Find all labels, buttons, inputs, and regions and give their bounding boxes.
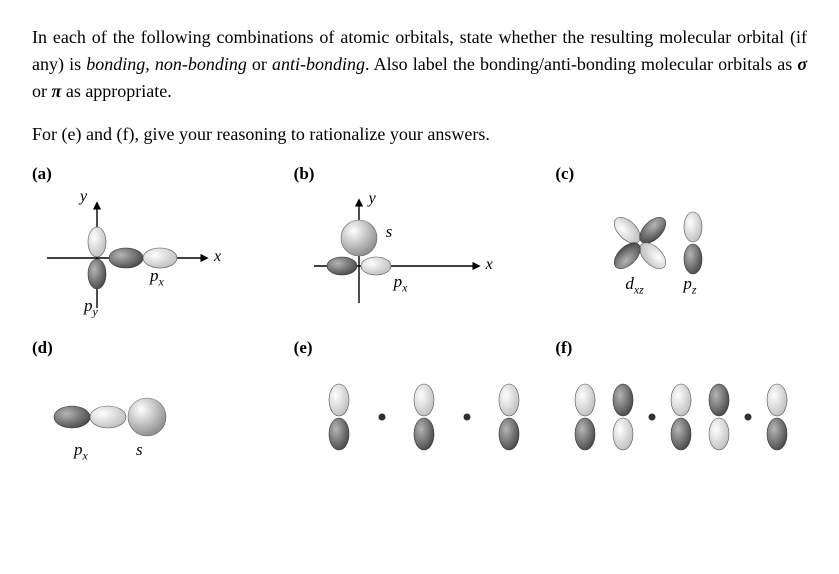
orbital-px-b: px — [394, 272, 408, 295]
cell-a: (a) — [32, 164, 284, 328]
pi-symbol: π — [52, 81, 62, 101]
cell-b: (b) y x s px — [294, 164, 546, 328]
orbital-py: py — [84, 296, 98, 319]
axis-x-b: x — [486, 256, 493, 274]
orbital-dxz: dxz — [625, 274, 643, 297]
cell-f: (f) — [555, 338, 807, 502]
cell-e: (e) — [294, 338, 546, 502]
word-nonbonding: non-bonding — [155, 54, 247, 74]
orbital-px: px — [150, 266, 164, 289]
diagram-f — [555, 362, 795, 502]
label-b: (b) — [294, 164, 546, 184]
orbital-s-d: s — [136, 440, 143, 460]
word-bonding: bonding — [86, 54, 145, 74]
question-paragraph-1: In each of the following combinations of… — [32, 24, 807, 105]
label-a: (a) — [32, 164, 284, 184]
axis-x: x — [214, 248, 221, 266]
diagram-e — [294, 362, 534, 502]
label-d: (d) — [32, 338, 284, 358]
label-c: (c) — [555, 164, 807, 184]
p1-end: as appropriate. — [61, 81, 171, 101]
orbital-pz: pz — [683, 274, 696, 297]
word-antibonding: anti-bonding — [272, 54, 365, 74]
diagram-b: y x s px — [294, 188, 534, 328]
p1-or2: or — [32, 81, 52, 101]
p1-or1: or — [247, 54, 272, 74]
p1-post: . Also label the bonding/anti-bonding mo… — [365, 54, 797, 74]
question-paragraph-2: For (e) and (f), give your reasoning to … — [32, 121, 807, 148]
p1-c1: , — [145, 54, 155, 74]
axis-y: y — [80, 188, 87, 206]
diagram-a: y x px py — [32, 188, 272, 328]
cell-d: (d) px s — [32, 338, 284, 502]
label-e: (e) — [294, 338, 546, 358]
orbital-s-b: s — [386, 222, 393, 242]
diagram-d: px s — [32, 362, 272, 502]
orbital-px-d: px — [74, 440, 88, 463]
cell-c: (c) dxz pz — [555, 164, 807, 328]
diagram-c: dxz pz — [555, 188, 795, 328]
label-f: (f) — [555, 338, 807, 358]
sigma-symbol: σ — [797, 54, 807, 74]
axis-y-b: y — [369, 190, 376, 208]
diagram-grid: (a) — [32, 164, 807, 502]
